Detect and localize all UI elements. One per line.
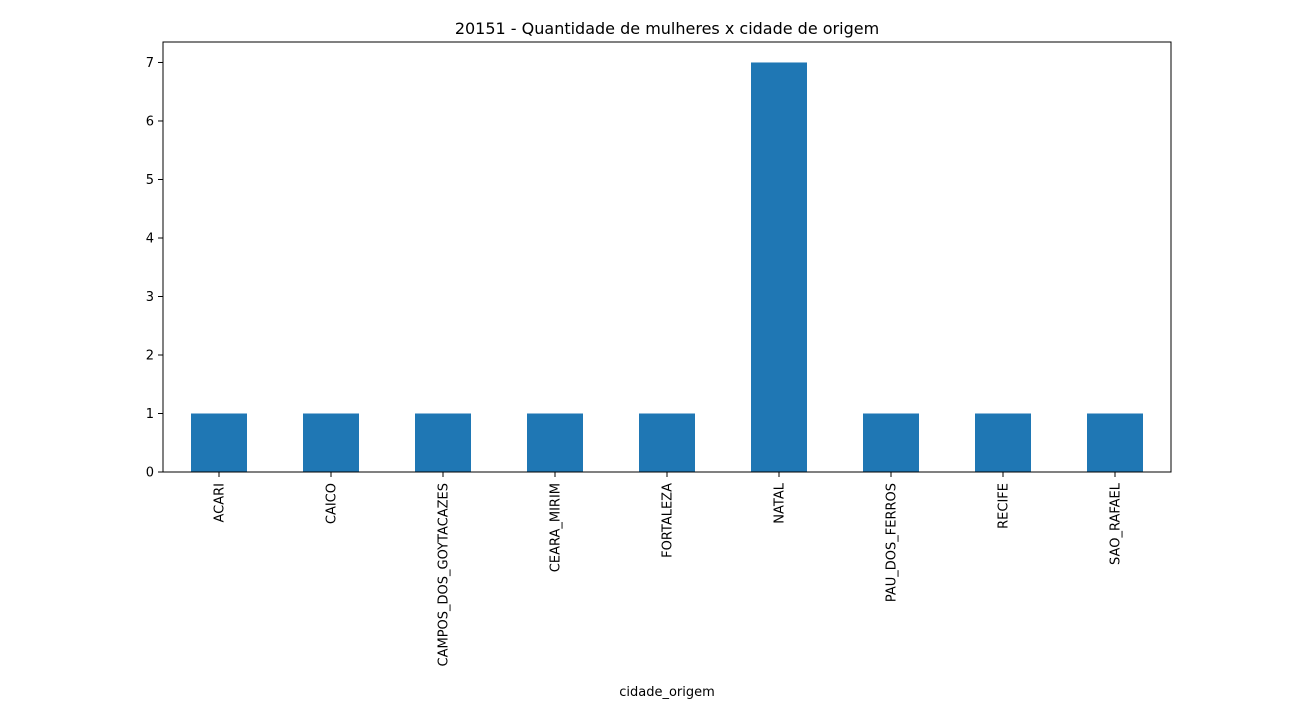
- y-tick-label: 2: [146, 348, 154, 363]
- x-tick-label: SAO_RAFAEL: [1109, 482, 1124, 565]
- bar-pau-dos-ferros: [863, 413, 919, 472]
- x-tick-label: PAU_DOS_FERROS: [885, 483, 900, 602]
- x-tick-label: CEARA_MIRIM: [549, 483, 564, 572]
- y-tick-label: 3: [146, 290, 154, 305]
- y-tick-label: 1: [146, 407, 154, 422]
- y-tick-label: 6: [146, 114, 154, 129]
- x-axis-label: cidade_origem: [619, 685, 715, 700]
- bar-campos-dos-goytacazes: [415, 413, 471, 472]
- x-tick-label: ACARI: [213, 483, 228, 523]
- bar-natal: [751, 62, 807, 472]
- y-tick-label: 4: [146, 231, 154, 246]
- bar-sao-rafael: [1087, 413, 1143, 472]
- y-tick-label: 7: [146, 56, 154, 71]
- x-tick-label: CAICO: [325, 483, 340, 524]
- x-tick-label: NATAL: [773, 482, 788, 523]
- y-tick-label: 0: [146, 466, 154, 481]
- bar-recife: [975, 413, 1031, 472]
- x-tick-label: CAMPOS_DOS_GOYTACAZES: [437, 483, 452, 666]
- plot-frame: [162, 41, 1172, 473]
- bar-acari: [191, 413, 247, 472]
- y-tick-label: 5: [146, 173, 154, 188]
- bar-caico: [303, 413, 359, 472]
- x-tick-label: RECIFE: [997, 483, 1012, 529]
- chart-title: 20151 - Quantidade de mulheres x cidade …: [455, 19, 879, 38]
- x-tick-label: FORTALEZA: [661, 483, 676, 558]
- bar-ceara-mirim: [527, 413, 583, 472]
- plot-area: 0 1 2 3 4 5 6 7 ACARI CAICO CAMPOS_DOS_GOYTACAZES C…: [146, 41, 1172, 666]
- bar-fortaleza: [639, 413, 695, 472]
